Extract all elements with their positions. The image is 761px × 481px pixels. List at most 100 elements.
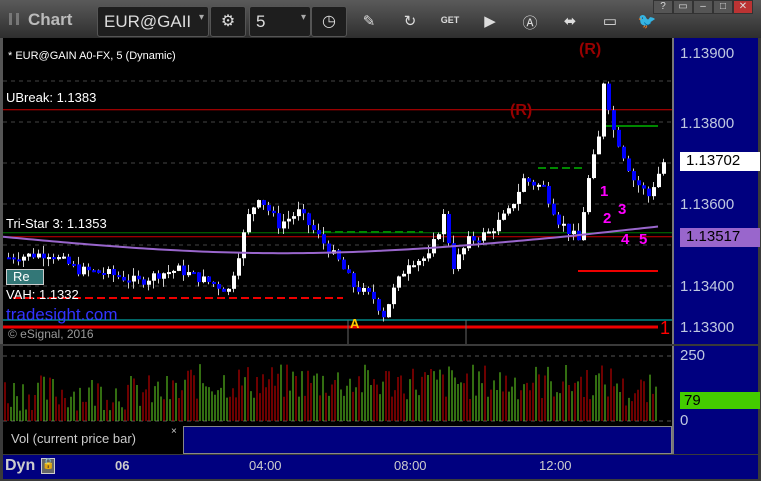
candle — [67, 256, 71, 264]
window-title: Chart — [28, 10, 73, 29]
candle — [32, 253, 36, 258]
volume-study-label[interactable]: Vol (current price bar) — [11, 431, 136, 446]
volume-axis: 250 0 79 — [672, 346, 760, 454]
candle — [147, 280, 151, 285]
candle — [432, 239, 436, 254]
candle — [537, 184, 541, 187]
candle — [637, 180, 641, 186]
candle — [522, 178, 526, 192]
close-button[interactable]: ✕ — [733, 0, 753, 14]
candle — [337, 250, 341, 260]
candle — [367, 287, 371, 292]
candle — [137, 275, 141, 280]
candle — [322, 234, 326, 244]
clock-icon[interactable]: ◷ — [311, 6, 347, 37]
study-label-row: Vol (current price bar) × — [3, 426, 672, 454]
candle — [317, 230, 321, 235]
candle — [152, 273, 156, 281]
price-tick: 1.13400 — [680, 278, 735, 295]
candle — [527, 178, 531, 182]
candle — [532, 181, 536, 186]
candle — [457, 254, 461, 269]
lock-icon[interactable]: 🔓 — [41, 458, 55, 474]
candle — [542, 184, 546, 187]
candle — [142, 279, 146, 285]
candle — [357, 287, 361, 292]
pencil-icon[interactable]: ✎ — [362, 13, 376, 30]
candle — [652, 187, 656, 197]
candle — [277, 213, 281, 229]
candle — [292, 216, 296, 219]
candle — [492, 231, 496, 234]
count-marker: 5 — [639, 231, 648, 248]
candle — [417, 260, 421, 266]
count-marker: 2 — [603, 210, 612, 227]
a-icon[interactable]: Ⓐ — [522, 15, 538, 32]
candle — [202, 276, 206, 283]
play-icon[interactable]: ▶ — [484, 13, 496, 30]
candle — [192, 272, 196, 275]
candle — [242, 232, 246, 259]
chart-heading: * EUR@GAIN A0-FX, 5 (Dynamic) — [8, 50, 176, 62]
help-button[interactable]: ? — [653, 0, 673, 14]
close-study-icon[interactable]: × — [171, 426, 177, 437]
candle — [157, 273, 161, 279]
candle — [57, 257, 61, 260]
maximize-button[interactable]: □ — [713, 0, 733, 14]
candle — [392, 287, 396, 305]
candle — [427, 253, 431, 259]
candle — [237, 258, 241, 276]
candle — [657, 173, 661, 188]
candle — [397, 276, 401, 288]
candle — [267, 204, 271, 211]
price-chart[interactable]: * EUR@GAIN A0-FX, 5 (Dynamic) UBreak: 1.… — [0, 38, 672, 344]
study-panel — [183, 426, 672, 454]
candle — [207, 276, 211, 282]
candle — [587, 178, 591, 213]
time-axis[interactable]: Dyn 🔓 06 04:00 08:00 12:00 — [3, 455, 758, 479]
candle — [607, 83, 611, 111]
volume-pane[interactable] — [3, 346, 672, 426]
candle — [307, 213, 311, 226]
candle — [612, 110, 616, 130]
vah-label: VAH: 1.1332 — [6, 287, 79, 302]
interval-combo[interactable]: 5 ▾ — [249, 6, 311, 37]
volume-plot — [3, 355, 672, 422]
price-axis[interactable]: 1.13900 1.13800 1.13600 1.13400 1.13300 … — [672, 38, 760, 344]
candle — [572, 230, 576, 235]
get-icon[interactable]: GET — [440, 15, 460, 25]
drag-grip-icon[interactable] — [9, 13, 19, 25]
symbol-value: EUR@GAII — [104, 12, 192, 31]
candle — [182, 265, 186, 276]
candle — [377, 299, 381, 311]
link-icon[interactable]: ⬌ — [563, 13, 577, 30]
candle — [247, 214, 251, 233]
candle — [257, 200, 261, 208]
candle — [107, 269, 111, 274]
time-tick: 12:00 — [539, 458, 572, 473]
candle — [462, 248, 466, 255]
candle — [642, 185, 646, 189]
candle — [262, 200, 266, 205]
candle — [352, 273, 356, 288]
candle — [622, 146, 626, 159]
re-badge[interactable]: Re — [6, 269, 44, 285]
candle — [132, 275, 136, 282]
symbol-combo[interactable]: EUR@GAII ▾ — [97, 6, 209, 37]
candle — [487, 231, 491, 234]
candle — [472, 236, 476, 241]
minimize-button[interactable]: – — [693, 0, 713, 14]
candle — [372, 291, 376, 300]
refresh-chart-icon[interactable]: ↻ — [403, 13, 417, 30]
candle — [402, 273, 406, 277]
candle — [97, 270, 101, 273]
candle — [407, 265, 411, 274]
gear-icon[interactable]: ⚙ — [210, 6, 246, 37]
twitter-icon[interactable]: 🐦 — [637, 13, 657, 30]
window-menu-button[interactable]: ▭ — [673, 0, 693, 14]
candle — [597, 136, 601, 155]
ubreak-label: UBreak: 1.1383 — [6, 90, 97, 105]
candle — [112, 269, 116, 276]
candle — [122, 276, 126, 281]
comment-icon[interactable]: ▭ — [602, 13, 618, 30]
